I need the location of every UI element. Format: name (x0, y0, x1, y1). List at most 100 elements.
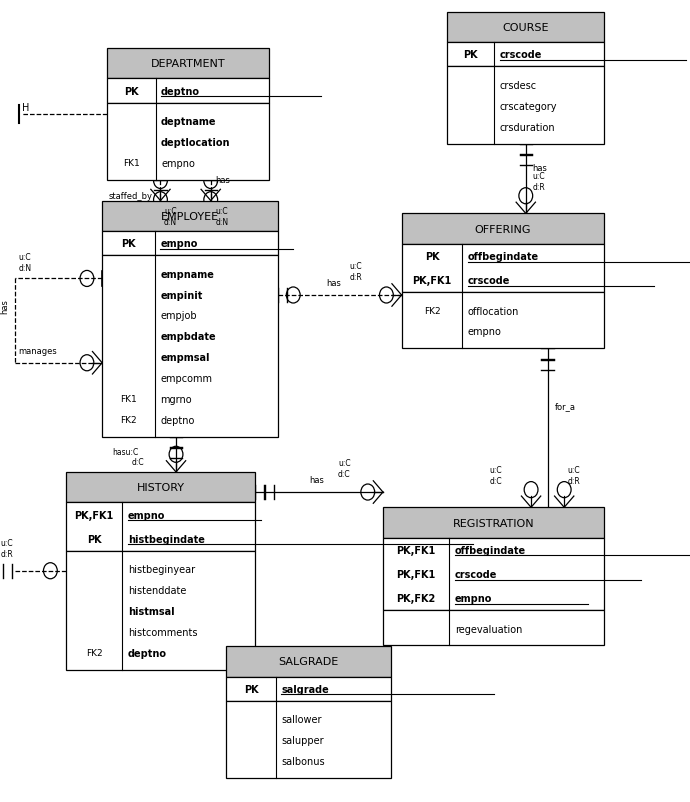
Text: has: has (533, 164, 548, 173)
Bar (66, 551, 255, 670)
Text: empinit: empinit (160, 290, 203, 300)
Text: empno: empno (455, 593, 492, 603)
Text: crsduration: crsduration (500, 123, 555, 132)
Text: deptno: deptno (160, 415, 195, 425)
Bar (447, 67, 604, 144)
Text: crscode: crscode (455, 569, 497, 579)
Text: deptname: deptname (161, 117, 217, 127)
Bar (226, 677, 391, 701)
Bar (107, 49, 269, 79)
Text: empjob: empjob (160, 311, 197, 321)
Bar (107, 79, 269, 103)
Text: PK,FK1: PK,FK1 (75, 510, 114, 520)
Text: DEPARTMENT: DEPARTMENT (150, 59, 226, 69)
Text: staffed_by: staffed_by (109, 192, 152, 200)
Bar (402, 293, 604, 349)
Text: u:C
d:R: u:C d:R (350, 261, 362, 282)
Text: histcomments: histcomments (128, 627, 197, 637)
Bar (102, 256, 278, 437)
Bar (226, 701, 391, 778)
Text: PK: PK (244, 684, 258, 694)
Bar (383, 610, 604, 646)
Bar (102, 201, 278, 232)
Text: deptno: deptno (161, 87, 200, 96)
Text: offbegindate: offbegindate (468, 252, 539, 261)
Text: has: has (215, 176, 230, 184)
Text: manages: manages (19, 346, 57, 355)
Text: histmsal: histmsal (128, 606, 175, 616)
Text: d:C: d:C (131, 457, 144, 466)
Text: has: has (1, 298, 10, 313)
Text: REGISTRATION: REGISTRATION (453, 518, 534, 528)
Text: histbegindate: histbegindate (128, 534, 205, 544)
Text: FK1: FK1 (123, 159, 139, 168)
Text: u:C
d:N: u:C d:N (164, 206, 177, 226)
Text: u:C
d:C: u:C d:C (338, 458, 351, 478)
Text: histbeginyear: histbeginyear (128, 565, 195, 574)
Text: empno: empno (468, 327, 502, 337)
Bar (66, 503, 255, 551)
Text: PK,FK1: PK,FK1 (397, 545, 435, 555)
Text: empname: empname (160, 269, 215, 279)
Text: u:C
d:R: u:C d:R (1, 538, 13, 558)
Text: u:C
d:C: u:C d:C (490, 465, 502, 485)
Text: u:C
d:N: u:C d:N (19, 253, 32, 273)
Text: H: H (22, 103, 30, 112)
Text: deptno: deptno (128, 648, 167, 658)
Text: crscategory: crscategory (500, 102, 558, 111)
Bar (402, 214, 604, 245)
Text: has: has (309, 476, 324, 484)
Bar (402, 245, 604, 293)
Text: has: has (326, 279, 341, 288)
Text: PK: PK (425, 252, 440, 261)
Text: PK,FK1: PK,FK1 (397, 569, 435, 579)
Text: COURSE: COURSE (502, 23, 549, 33)
Text: empcomm: empcomm (160, 374, 213, 383)
Text: FK2: FK2 (424, 306, 440, 316)
Bar (447, 43, 604, 67)
Text: crsdesc: crsdesc (500, 81, 537, 91)
Text: regevaluation: regevaluation (455, 624, 522, 634)
Text: empmsal: empmsal (160, 353, 210, 363)
Text: FK2: FK2 (86, 648, 102, 658)
Text: salgrade: salgrade (281, 684, 329, 694)
Bar (447, 13, 604, 43)
Text: mgrno: mgrno (160, 395, 192, 404)
Text: EMPLOYEE: EMPLOYEE (161, 212, 219, 221)
Text: empno: empno (128, 510, 166, 520)
Text: empno: empno (161, 159, 195, 168)
Text: FK2: FK2 (120, 415, 137, 425)
Bar (226, 646, 391, 677)
Bar (383, 538, 604, 610)
Text: PK: PK (121, 239, 136, 249)
Text: salbonus: salbonus (281, 756, 325, 766)
Text: PK: PK (464, 51, 478, 60)
Text: deptlocation: deptlocation (161, 138, 230, 148)
Text: sallower: sallower (281, 715, 322, 724)
Text: empbdate: empbdate (160, 332, 216, 342)
Bar (383, 508, 604, 538)
Text: crscode: crscode (500, 51, 542, 60)
Text: PK,FK2: PK,FK2 (397, 593, 435, 603)
Text: FK1: FK1 (120, 395, 137, 404)
Text: SALGRADE: SALGRADE (278, 657, 339, 666)
Text: OFFERING: OFFERING (475, 225, 531, 234)
Text: u:C
d:R: u:C d:R (533, 172, 545, 192)
Bar (102, 232, 278, 256)
Text: crscode: crscode (468, 276, 511, 286)
Text: PK: PK (87, 534, 101, 544)
Text: HISTORY: HISTORY (137, 483, 184, 492)
Text: u:C
d:R: u:C d:R (568, 465, 580, 485)
Text: offlocation: offlocation (468, 306, 520, 316)
Bar (66, 472, 255, 503)
Text: hasu:C: hasu:C (112, 448, 139, 456)
Text: PK,FK1: PK,FK1 (413, 276, 452, 286)
Bar (107, 103, 269, 180)
Text: empno: empno (160, 239, 198, 249)
Text: PK: PK (124, 87, 139, 96)
Text: u:C
d:N: u:C d:N (215, 206, 228, 226)
Text: histenddate: histenddate (128, 585, 186, 595)
Text: for_a: for_a (555, 401, 575, 410)
Text: salupper: salupper (281, 735, 324, 745)
Text: offbegindate: offbegindate (455, 545, 526, 555)
